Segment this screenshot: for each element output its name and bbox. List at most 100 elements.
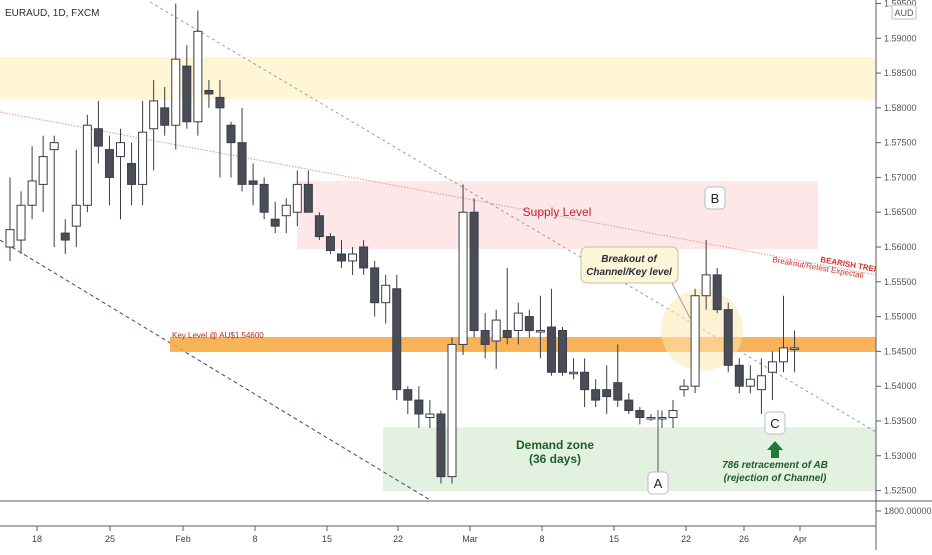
candle-body	[381, 284, 391, 304]
price-tick-label: 1.59500	[884, 0, 917, 8]
candle-body	[502, 330, 512, 338]
candle-body	[226, 124, 236, 144]
candle	[790, 330, 800, 373]
key-level-label: Key Level @ AU$1.54600	[172, 331, 264, 340]
price-tick-labels: 1.59500 1.59000 1.58500 1.58000 1.57500 1.570…	[876, 0, 917, 496]
candle	[458, 184, 468, 355]
time-tick-label: 8	[539, 534, 544, 544]
price-tick-label: 1.58000	[884, 103, 917, 113]
time-tick-label: 22	[393, 534, 403, 544]
candle	[734, 358, 744, 394]
price-tick-label: 1.56500	[884, 207, 917, 217]
candle-body	[668, 410, 678, 418]
candle-body	[60, 232, 70, 241]
candle	[248, 163, 258, 206]
candle	[82, 114, 92, 213]
candle	[392, 274, 402, 401]
time-tick-label: 26	[739, 534, 749, 544]
breakout-callout-box	[580, 246, 679, 284]
time-tick-label: 15	[322, 534, 332, 544]
price-scale[interactable]: 1.59500 1.59000 1.58500 1.58000 1.57500 1.570…	[875, 0, 932, 550]
candle	[127, 142, 137, 206]
candle-body	[491, 319, 501, 342]
candle	[668, 400, 678, 428]
candle-body	[447, 343, 457, 478]
candle-body	[16, 204, 26, 241]
candle	[226, 121, 236, 178]
candle	[524, 309, 534, 338]
candle	[215, 80, 225, 178]
candle	[138, 100, 148, 206]
candle	[60, 219, 70, 254]
candle-body	[635, 410, 645, 418]
candle-body	[546, 326, 556, 373]
symbol-header: EURAUD, 1D, FXCM	[5, 8, 99, 19]
candle	[259, 177, 269, 220]
candle-body	[767, 361, 777, 373]
time-axis-labels[interactable]: 18 25 Feb 8 15 22 Mar 8 15 22 26 Apr	[32, 526, 807, 544]
candle	[480, 313, 490, 359]
candle	[602, 365, 612, 415]
candle-body	[745, 378, 755, 387]
candle-body	[580, 371, 590, 391]
point-c-label: C	[770, 416, 779, 431]
demand-zone	[383, 427, 876, 492]
candle-body	[182, 65, 192, 123]
candle	[591, 379, 601, 408]
point-b-marker: B	[704, 186, 726, 210]
candle-body	[325, 236, 335, 251]
candle	[613, 344, 623, 408]
candle	[281, 198, 291, 234]
breakout-label-line1: Breakout of	[601, 254, 658, 265]
time-tick-label: 22	[681, 534, 691, 544]
candle	[712, 267, 722, 314]
candle	[370, 260, 380, 317]
demand-zone-days-label: (36 days)	[529, 452, 581, 466]
candle-body	[127, 163, 137, 185]
point-a-marker: A	[647, 410, 669, 495]
price-tick-label: 1.57000	[884, 172, 917, 182]
candle-body	[569, 371, 579, 375]
candle-body	[756, 375, 766, 391]
candle	[447, 337, 457, 484]
price-tick-label: 1.57500	[884, 138, 917, 148]
currency-badge	[891, 4, 917, 20]
supply-level-label: Supply Level	[523, 205, 592, 219]
candle	[414, 386, 424, 428]
candle-body	[337, 253, 346, 262]
key-level-band	[170, 336, 876, 352]
candle	[348, 247, 358, 275]
candle	[425, 400, 435, 428]
candle-body	[370, 267, 380, 304]
candle	[237, 107, 247, 192]
candle	[303, 170, 313, 213]
candle	[701, 240, 711, 310]
candle	[491, 309, 501, 369]
candle	[513, 302, 523, 345]
candle	[767, 351, 777, 401]
candle	[93, 100, 103, 164]
point-b-label: B	[711, 191, 720, 206]
candles-layer	[5, 3, 800, 484]
candle-body	[116, 142, 125, 158]
candle	[314, 212, 324, 241]
candle-body	[690, 295, 700, 387]
candle	[104, 135, 114, 206]
candle-body	[5, 229, 15, 248]
candle-body	[701, 274, 711, 297]
candle-body	[215, 96, 225, 109]
breakout-callout-pointer	[671, 282, 692, 321]
candle	[182, 45, 192, 129]
candle-body	[292, 183, 302, 213]
retracement-label-line2: (rejection of Channel)	[724, 473, 827, 484]
time-tick-label: 15	[609, 534, 619, 544]
candle-body	[348, 253, 358, 262]
candle-body	[480, 330, 490, 345]
time-tick-label: Mar	[462, 534, 478, 544]
candle	[646, 414, 656, 421]
candle	[359, 240, 369, 275]
candle-body	[425, 413, 435, 419]
candle	[71, 149, 81, 248]
candle	[292, 170, 302, 227]
